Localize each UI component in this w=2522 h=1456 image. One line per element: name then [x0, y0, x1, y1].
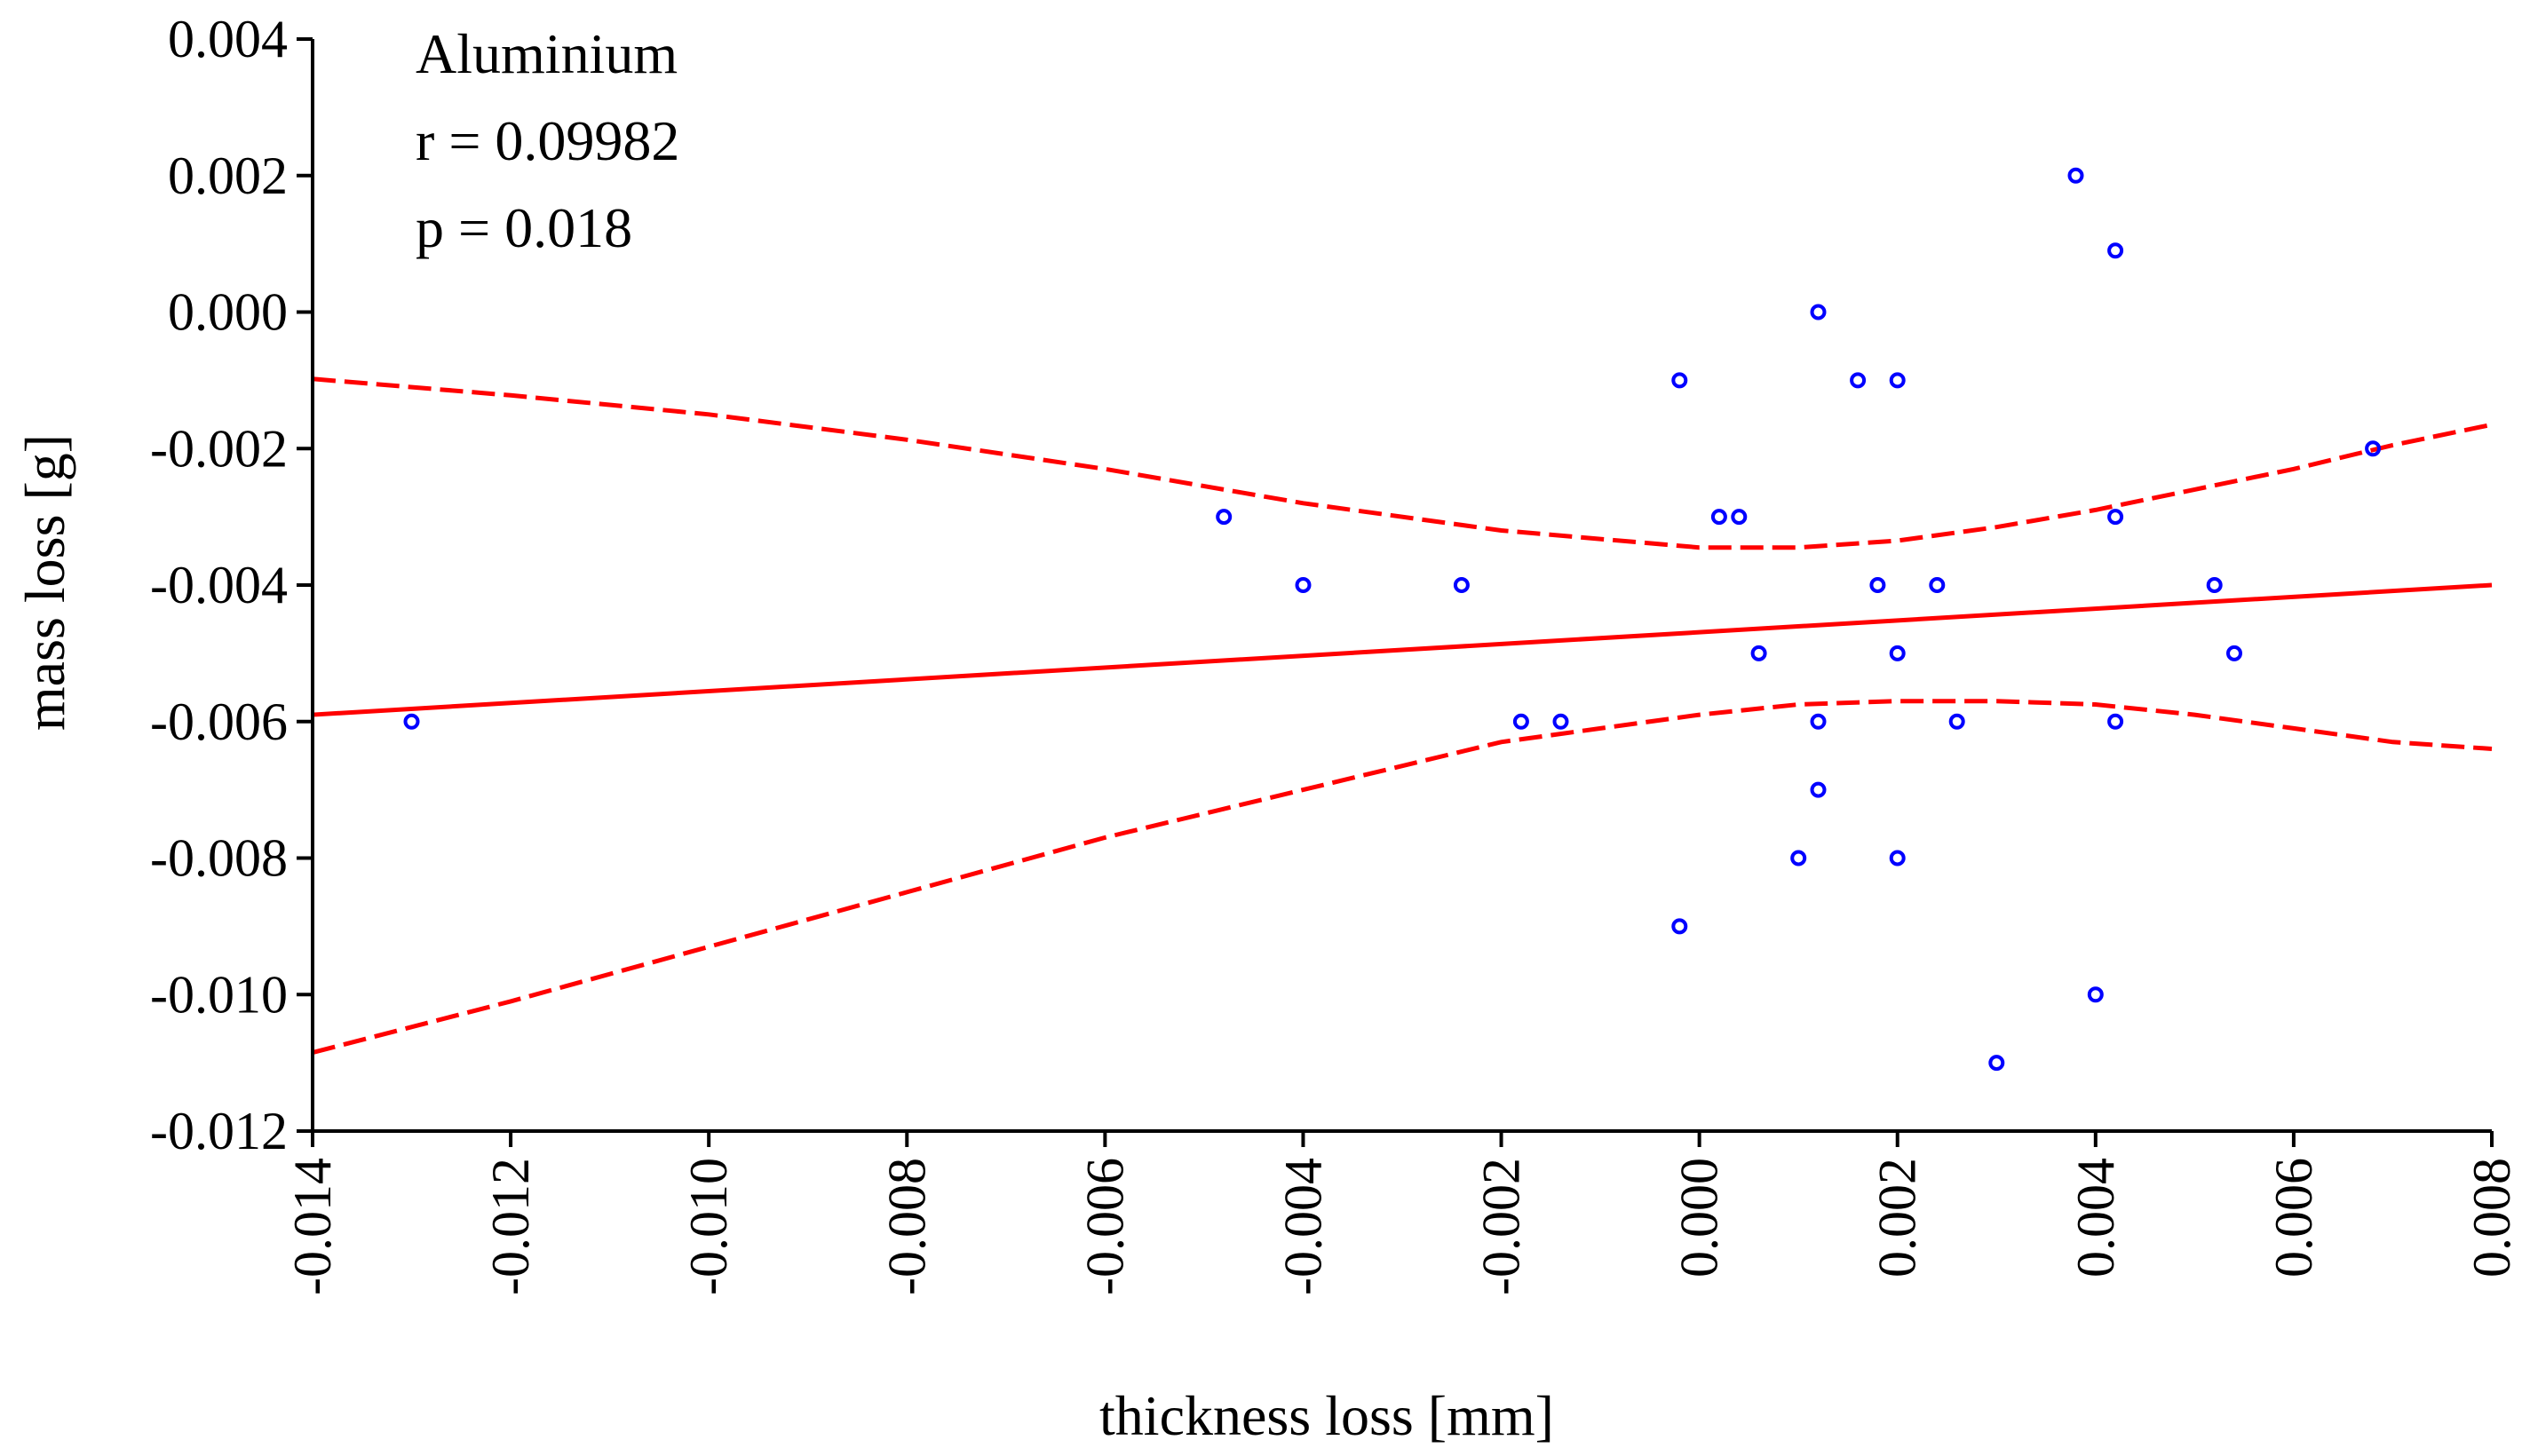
data-point	[1889, 372, 1906, 389]
y-tick-label: -0.010	[150, 965, 288, 1024]
annotation-r-value: r = 0.09982	[416, 109, 679, 172]
data-point	[1552, 713, 1569, 730]
data-point	[2365, 440, 2382, 457]
data-point	[2067, 167, 2084, 184]
x-tick-label: -0.008	[877, 1158, 936, 1295]
regression-line-group	[312, 582, 2493, 717]
y-tick-label: -0.008	[150, 829, 288, 888]
x-tick-label: -0.002	[1472, 1158, 1531, 1295]
x-tick-label: 0.004	[2066, 1158, 2125, 1278]
data-point	[1671, 918, 1688, 935]
y-axis-title: mass loss [g]	[13, 434, 76, 731]
annotation-material: Aluminium	[416, 22, 678, 85]
data-point	[1671, 372, 1688, 389]
data-point	[1810, 781, 1827, 798]
regression-line	[312, 582, 2493, 717]
data-point	[1889, 850, 1906, 866]
data-point	[1850, 372, 1867, 389]
data-point	[1216, 509, 1233, 526]
y-tick-label: -0.006	[150, 692, 288, 751]
data-point	[2226, 645, 2242, 661]
y-tick-label: -0.004	[150, 556, 288, 614]
x-ticks: -0.014 -0.012 -0.010 -0.008 -0.006 -0.004 -0.0…	[283, 1131, 2521, 1295]
y-ticks: 0.004 0.002 0.000 -0.002 -0.004 -0.006 -0.008 -…	[150, 10, 313, 1160]
data-point	[2087, 986, 2104, 1003]
confidence-upper-line	[312, 376, 2493, 550]
data-point	[1710, 509, 1727, 526]
x-tick-label: 0.006	[2264, 1158, 2323, 1278]
data-point	[1869, 577, 1886, 593]
data-point	[2107, 242, 2124, 259]
x-tick-label: -0.012	[481, 1158, 540, 1295]
y-tick-label: -0.002	[150, 419, 288, 478]
x-axis-title: thickness loss [mm]	[1099, 1384, 1554, 1447]
x-tick-label: -0.014	[283, 1158, 342, 1295]
data-point	[2107, 509, 2124, 526]
data-point	[1295, 577, 1312, 593]
confidence-lower-line	[312, 699, 2493, 1056]
data-point	[1988, 1055, 2005, 1072]
data-point	[2107, 713, 2124, 730]
data-point	[2206, 577, 2223, 593]
data-point	[1948, 713, 1965, 730]
data-point	[1929, 577, 1946, 593]
data-points	[403, 167, 2382, 1072]
annotation-p-value: p = 0.018	[416, 196, 632, 259]
x-tick-label: -0.006	[1075, 1158, 1134, 1295]
y-tick-label: 0.000	[168, 283, 288, 342]
y-tick-label: 0.004	[168, 10, 288, 68]
x-tick-label: -0.004	[1273, 1158, 1332, 1295]
data-point	[1810, 713, 1827, 730]
y-tick-label: 0.002	[168, 146, 288, 205]
x-tick-label: 0.000	[1670, 1158, 1729, 1278]
x-tick-label: 0.008	[2463, 1158, 2521, 1278]
data-point	[1889, 645, 1906, 661]
data-point	[403, 713, 420, 730]
y-tick-label: -0.012	[150, 1102, 288, 1160]
data-point	[1750, 645, 1767, 661]
confidence-bands	[312, 376, 2493, 1056]
data-point	[1810, 304, 1827, 320]
data-point	[1453, 577, 1470, 593]
x-tick-label: 0.002	[1868, 1158, 1927, 1278]
data-point	[1512, 713, 1529, 730]
data-point	[1790, 850, 1807, 866]
x-tick-label: -0.010	[679, 1158, 738, 1295]
data-point	[1731, 509, 1748, 526]
